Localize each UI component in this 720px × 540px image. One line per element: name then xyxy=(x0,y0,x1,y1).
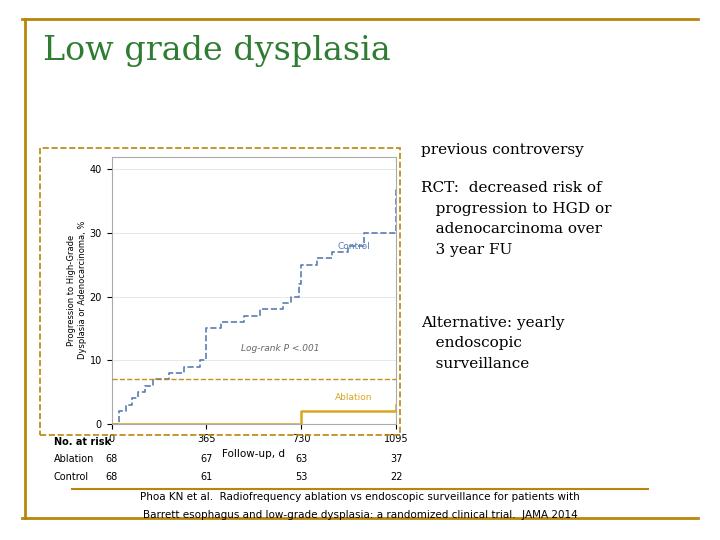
Text: No. at risk: No. at risk xyxy=(54,437,111,448)
Text: 63: 63 xyxy=(295,454,307,464)
X-axis label: Follow-up, d: Follow-up, d xyxy=(222,449,285,459)
Text: Control: Control xyxy=(338,242,370,251)
Text: previous controversy: previous controversy xyxy=(421,143,584,157)
Text: 67: 67 xyxy=(200,454,212,464)
Text: 22: 22 xyxy=(390,472,402,483)
Text: RCT:  decreased risk of
   progression to HGD or
   adenocarcinoma over
   3 yea: RCT: decreased risk of progression to HG… xyxy=(421,181,612,256)
Text: 68: 68 xyxy=(105,454,118,464)
Y-axis label: Progression to High-Grade
Dysplasia or Adenocarcinoma, %: Progression to High-Grade Dysplasia or A… xyxy=(68,221,86,360)
Text: 68: 68 xyxy=(105,472,118,483)
Text: Control: Control xyxy=(54,472,89,483)
Text: 53: 53 xyxy=(295,472,307,483)
Text: Phoa KN et al.  Radiofrequency ablation vs endoscopic surveillance for patients : Phoa KN et al. Radiofrequency ablation v… xyxy=(140,492,580,503)
Text: Ablation: Ablation xyxy=(54,454,94,464)
Text: 37: 37 xyxy=(390,454,402,464)
Text: 61: 61 xyxy=(200,472,212,483)
Text: Alternative: yearly
   endoscopic
   surveillance: Alternative: yearly endoscopic surveilla… xyxy=(421,316,564,371)
Text: Ablation: Ablation xyxy=(335,393,372,402)
Text: Barrett esophagus and low-grade dysplasia: a randomized clinical trial.  JAMA 20: Barrett esophagus and low-grade dysplasi… xyxy=(143,510,577,521)
Text: Log-rank P <.001: Log-rank P <.001 xyxy=(241,344,320,353)
Text: Low grade dysplasia: Low grade dysplasia xyxy=(43,35,391,67)
